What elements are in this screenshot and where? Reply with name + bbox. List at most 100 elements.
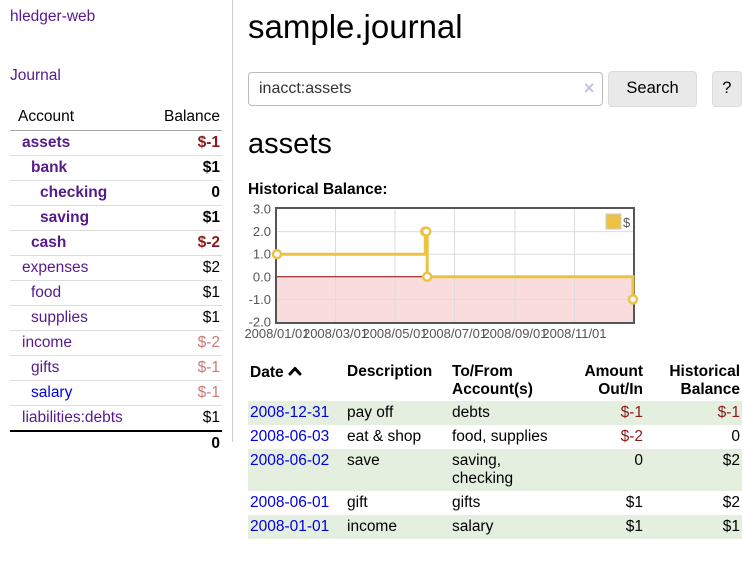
transaction-row: 2008-12-31 pay off debts $-1 $-1 bbox=[248, 400, 742, 425]
transaction-date-link[interactable]: 2008-06-02 bbox=[250, 451, 330, 469]
sidebar-item-journal[interactable]: Journal bbox=[10, 67, 61, 84]
transaction-balance: $-1 bbox=[645, 400, 742, 425]
account-link-income[interactable]: income bbox=[22, 334, 72, 351]
transaction-date-link[interactable]: 2008-06-03 bbox=[250, 427, 330, 445]
transaction-accounts: saving, checking bbox=[450, 448, 568, 491]
transaction-amount: $-2 bbox=[620, 427, 643, 445]
transaction-amount: $-1 bbox=[568, 400, 645, 425]
search-button[interactable]: Search bbox=[608, 70, 697, 107]
svg-text:1.0: 1.0 bbox=[253, 247, 271, 262]
transaction-accounts: salary bbox=[450, 514, 568, 539]
transaction-row: 2008-06-02 save saving, checking 0 $2 bbox=[248, 448, 742, 491]
account-balance: $1 bbox=[150, 305, 222, 331]
transaction-amount: $1 bbox=[625, 493, 643, 511]
amount-column-header: Amount Out/In bbox=[584, 362, 643, 398]
total-balance: 0 bbox=[211, 435, 220, 452]
help-button[interactable]: ? bbox=[711, 70, 742, 107]
account-link-expenses[interactable]: expenses bbox=[22, 259, 89, 276]
account-balance: 0 bbox=[150, 180, 222, 206]
account-balance: $-1 bbox=[150, 355, 222, 381]
transaction-description: eat & shop bbox=[347, 427, 422, 445]
transaction-description: save bbox=[345, 448, 450, 491]
account-link-supplies[interactable]: supplies bbox=[31, 309, 88, 326]
account-link-liabilities-debts[interactable]: liabilities:debts bbox=[22, 409, 123, 426]
account-balance: $-2 bbox=[150, 330, 222, 356]
balance-chart: $3.0 2.0 1.0 0.0 -1.0 -2.02008/01/012008/03/0… bbox=[244, 201, 639, 341]
account-balance: $1 bbox=[150, 205, 222, 231]
svg-text:-2.0: -2.0 bbox=[249, 314, 271, 329]
transaction-row: 2008-06-03 eat & shop food, supplies $-2… bbox=[248, 425, 742, 449]
account-link-cash[interactable]: cash bbox=[31, 234, 67, 251]
account-link-checking[interactable]: checking bbox=[40, 184, 108, 201]
account-link-saving[interactable]: saving bbox=[40, 209, 90, 226]
account-row: food $1 bbox=[10, 280, 222, 306]
transaction-row: 2008-06-01 gift gifts $1 $2 bbox=[248, 491, 742, 515]
svg-text:-1.0: -1.0 bbox=[249, 292, 271, 307]
svg-text:2.0: 2.0 bbox=[253, 224, 271, 239]
transaction-balance: 0 bbox=[731, 427, 740, 445]
transaction-amount: $1 bbox=[568, 514, 645, 539]
transaction-balance: $1 bbox=[645, 514, 742, 539]
transaction-balance: $2 bbox=[645, 448, 742, 491]
sort-ascending-icon bbox=[288, 363, 302, 381]
account-balance: $1 bbox=[150, 405, 222, 432]
account-link-gifts[interactable]: gifts bbox=[31, 359, 60, 376]
transaction-amount: 0 bbox=[568, 448, 645, 491]
account-link-food[interactable]: food bbox=[31, 284, 62, 301]
svg-text:2008/07/01: 2008/07/01 bbox=[422, 326, 487, 341]
account-row: income $-2 bbox=[10, 330, 222, 356]
transaction-date-link[interactable]: 2008-12-31 bbox=[250, 403, 330, 421]
svg-text:2008/11/01: 2008/11/01 bbox=[542, 326, 606, 341]
svg-text:$: $ bbox=[623, 215, 631, 230]
account-row: gifts $-1 bbox=[10, 355, 222, 381]
account-table-header: Account Balance bbox=[10, 105, 222, 131]
account-row: checking 0 bbox=[10, 180, 222, 206]
accounts-column-header: To/From Account(s) bbox=[452, 362, 533, 398]
account-row: supplies $1 bbox=[10, 305, 222, 331]
account-balance: $-2 bbox=[150, 230, 222, 256]
clear-search-icon[interactable]: × bbox=[583, 77, 595, 98]
date-column-header[interactable]: Date bbox=[248, 361, 345, 401]
search-input[interactable] bbox=[248, 71, 604, 106]
account-balance: $-1 bbox=[197, 134, 220, 151]
account-row: assets $-1 bbox=[10, 131, 222, 156]
account-row: bank $1 bbox=[10, 155, 222, 181]
account-row: liabilities:debts $1 bbox=[10, 405, 222, 432]
transaction-description: pay off bbox=[345, 400, 450, 425]
account-balance: $2 bbox=[150, 255, 222, 281]
svg-text:3.0: 3.0 bbox=[253, 201, 271, 216]
balance-column-header: Historical Balance bbox=[669, 362, 740, 398]
register-header-row: Date Description To/From Account(s) Amou… bbox=[248, 361, 742, 401]
page-title: sample.journal bbox=[248, 8, 463, 45]
register-table: Date Description To/From Account(s) Amou… bbox=[248, 361, 742, 539]
account-link-bank[interactable]: bank bbox=[31, 159, 68, 176]
account-row: expenses $2 bbox=[10, 255, 222, 281]
transaction-date-link[interactable]: 2008-01-01 bbox=[250, 517, 330, 535]
transaction-date-link[interactable]: 2008-06-01 bbox=[250, 493, 330, 511]
transaction-description: income bbox=[345, 514, 450, 539]
search-input-wrap: × bbox=[248, 71, 604, 106]
svg-text:2008/03/01: 2008/03/01 bbox=[303, 326, 368, 341]
total-row: 0 bbox=[10, 431, 222, 456]
transaction-accounts: food, supplies bbox=[452, 427, 548, 445]
account-balance: $1 bbox=[150, 155, 222, 181]
account-link-assets[interactable]: assets bbox=[22, 134, 71, 151]
account-row: salary $-1 bbox=[10, 380, 222, 406]
transaction-balance: $2 bbox=[722, 493, 740, 511]
account-column-header: Account bbox=[10, 105, 150, 131]
brand-link[interactable]: hledger-web bbox=[10, 8, 96, 25]
account-page-title: assets bbox=[248, 127, 332, 160]
account-link-salary[interactable]: salary bbox=[31, 384, 73, 401]
transaction-accounts: gifts bbox=[452, 493, 481, 511]
account-row: saving $1 bbox=[10, 205, 222, 231]
balance-column-header: Balance bbox=[150, 105, 222, 131]
transaction-accounts: debts bbox=[450, 400, 568, 425]
svg-text:2008/05/01: 2008/05/01 bbox=[362, 326, 427, 341]
account-balance: $-1 bbox=[150, 380, 222, 406]
sidebar-divider bbox=[232, 0, 233, 442]
transaction-description: gift bbox=[347, 493, 368, 511]
account-balance: $1 bbox=[150, 280, 222, 306]
svg-text:2008/09/01: 2008/09/01 bbox=[482, 326, 547, 341]
chart-title: Historical Balance: bbox=[248, 180, 388, 198]
